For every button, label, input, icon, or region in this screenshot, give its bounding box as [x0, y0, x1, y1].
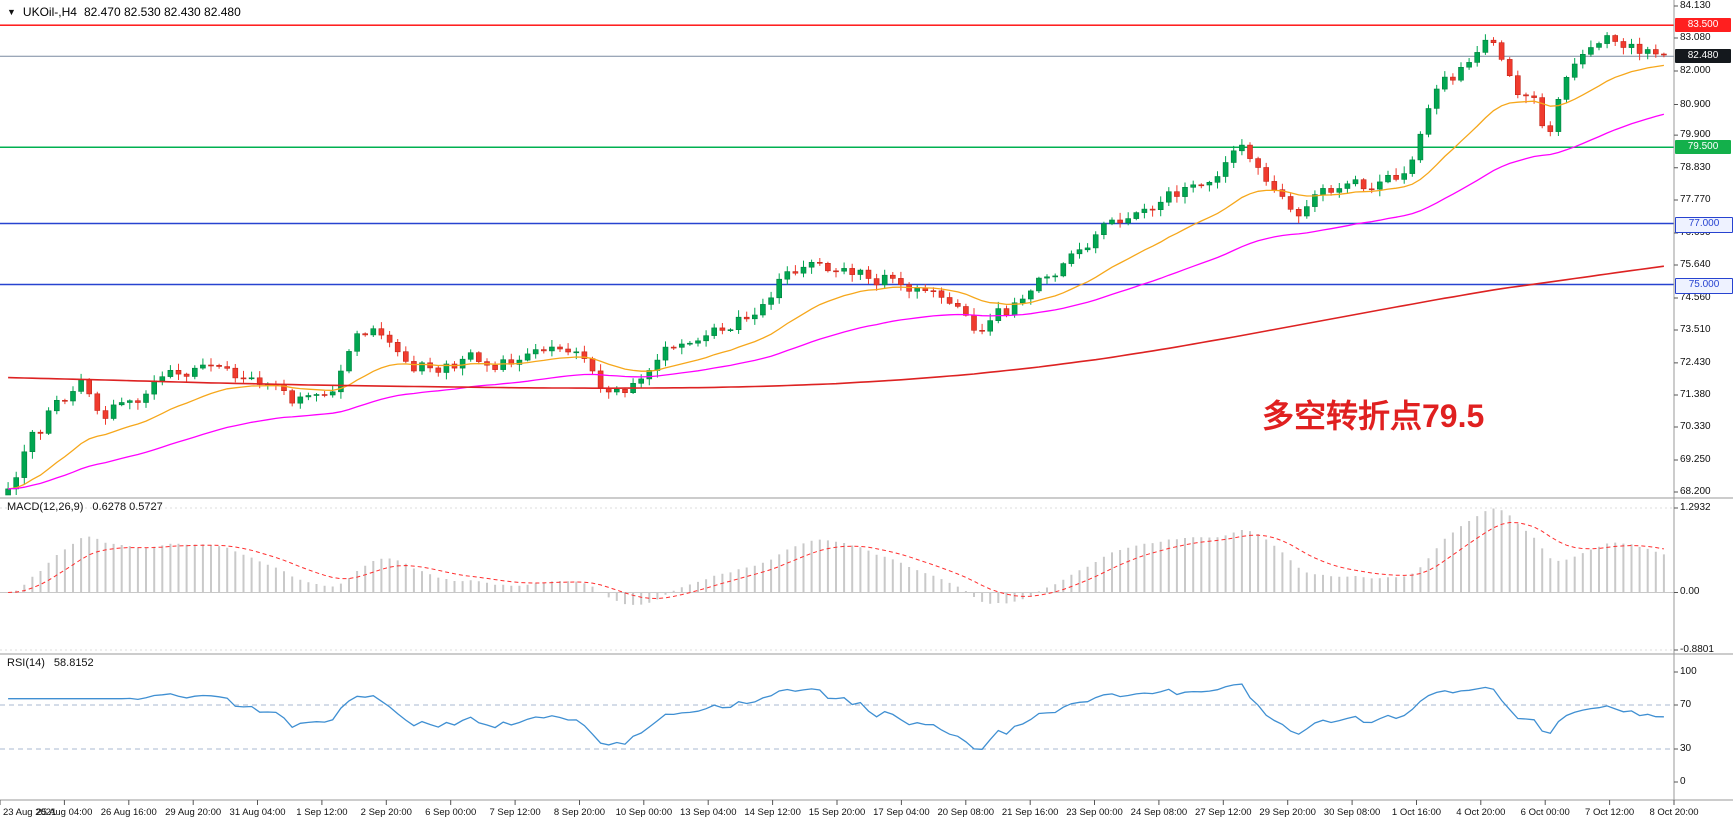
- rsi-indicator-label: RSI(14): [7, 657, 45, 669]
- macd-histogram: [15, 508, 1665, 605]
- rsi-indicator-value: 58.8152: [53, 657, 94, 669]
- date-axis-label: 29 Sep 20:00: [1259, 807, 1316, 818]
- price-axis-label: 70.330: [1680, 421, 1711, 433]
- price-axis-label: 72.430: [1680, 356, 1711, 368]
- chart-header: ▼ UKOil-,H4 82.470 82.530 82.430 82.480: [7, 5, 241, 19]
- date-axis-label: 6 Sep 00:00: [425, 807, 477, 818]
- date-axis-label: 15 Sep 20:00: [808, 807, 866, 818]
- price-tag-83.500[interactable]: 83.500: [1675, 18, 1731, 33]
- price-axis-label: 69.250: [1680, 453, 1711, 465]
- date-axis-label: 20 Sep 08:00: [937, 807, 995, 818]
- macd-panel-header: MACD(12,26,9) 0.6278 0.5727: [7, 501, 163, 513]
- date-axis-label: 8 Sep 20:00: [553, 807, 606, 818]
- symbol-timeframe-label: UKOil-,H4: [22, 5, 77, 19]
- candle-wicks-down: [40, 34, 1665, 440]
- ma-fast-line: [8, 64, 1664, 490]
- rsi-line: [8, 683, 1664, 750]
- rsi-axis-label: 30: [1680, 743, 1692, 754]
- date-axis-label: 25 Aug 04:00: [36, 807, 93, 818]
- date-axis-label: 23 Sep 00:00: [1066, 807, 1123, 818]
- ma-long-line: [8, 265, 1665, 389]
- date-axis-label: 1 Sep 12:00: [296, 807, 348, 818]
- date-axis-label: 24 Sep 08:00: [1130, 807, 1188, 818]
- candles-down: [37, 35, 1667, 434]
- price-tag-75.000[interactable]: 75.000: [1675, 277, 1733, 294]
- macd-axis-label: 0.00: [1680, 586, 1700, 598]
- price-tag-82.480[interactable]: 82.480: [1675, 49, 1731, 64]
- price-axis-label: 68.200: [1680, 486, 1711, 497]
- date-axis-label: 13 Sep 04:00: [679, 807, 737, 818]
- price-axis-label: 79.900: [1680, 129, 1711, 141]
- date-axis-label: 1 Oct 16:00: [1391, 807, 1442, 818]
- date-axis-label: 2 Sep 20:00: [360, 807, 412, 818]
- chart-annotation[interactable]: 多空转折点79.5: [1262, 398, 1485, 434]
- price-axis-label: 74.560: [1680, 291, 1711, 303]
- price-axis-label: 71.380: [1680, 388, 1711, 400]
- date-axis-ticks: [0, 800, 1675, 805]
- date-axis-label: 7 Oct 12:00: [1585, 807, 1635, 818]
- price-axis-label: 73.510: [1680, 324, 1711, 335]
- price-axis-label: 78.830: [1680, 161, 1711, 173]
- macd-axis-label: 1.2932: [1680, 502, 1711, 513]
- ma-slow-line: [8, 113, 1665, 490]
- price-axis-label: 84.130: [1680, 0, 1711, 11]
- price-axis-label: 75.640: [1680, 259, 1711, 271]
- rsi-panel-header: RSI(14) 58.8152: [7, 657, 94, 669]
- date-axis-label: 8 Oct 20:00: [1649, 807, 1699, 818]
- collapse-icon[interactable]: ▼: [7, 6, 16, 17]
- macd-indicator-label: MACD(12,26,9): [7, 501, 84, 513]
- price-tag-77.000[interactable]: 77.000: [1675, 216, 1733, 233]
- date-axis-label: 17 Sep 04:00: [873, 807, 930, 818]
- date-axis-label: 29 Aug 20:00: [165, 807, 222, 818]
- date-axis-label: 14 Sep 12:00: [744, 807, 801, 818]
- rsi-axis-label: 0: [1680, 776, 1686, 787]
- date-axis-label: 30 Sep 08:00: [1323, 807, 1381, 818]
- rsi-axis-label: 70: [1680, 699, 1692, 710]
- macd-signal-line: [8, 521, 1664, 600]
- ohlc-readout: 82.470 82.530 82.430 82.480: [83, 5, 241, 19]
- price-axis-label: 77.770: [1680, 194, 1711, 206]
- date-axis-label: 6 Oct 00:00: [1520, 807, 1570, 818]
- date-axis-label: 31 Aug 04:00: [229, 807, 286, 818]
- date-axis-label: 27 Sep 12:00: [1195, 807, 1252, 818]
- date-axis-label: 26 Aug 16:00: [100, 807, 157, 818]
- price-tag-79.500[interactable]: 79.500: [1675, 140, 1731, 155]
- date-axis-label: 23 Aug 2021: [3, 807, 57, 818]
- price-axis-ticks: [1674, 5, 1678, 493]
- macd-indicator-values: 0.6278 0.5727: [92, 501, 163, 513]
- date-axis-label: 21 Sep 16:00: [1001, 807, 1059, 818]
- date-axis-label: 7 Sep 12:00: [489, 807, 541, 818]
- macd-axis-label: -0.8801: [1680, 644, 1714, 655]
- date-axis-label: 4 Oct 20:00: [1456, 807, 1506, 818]
- date-axis-label: 10 Sep 00:00: [615, 807, 673, 818]
- price-axis-label: 82.000: [1680, 64, 1711, 76]
- rsi-axis-label: 100: [1680, 666, 1697, 677]
- price-axis-label: 80.900: [1680, 98, 1711, 110]
- indicator-axis-ticks: [1674, 507, 1678, 783]
- price-axis-label: 83.080: [1680, 32, 1711, 44]
